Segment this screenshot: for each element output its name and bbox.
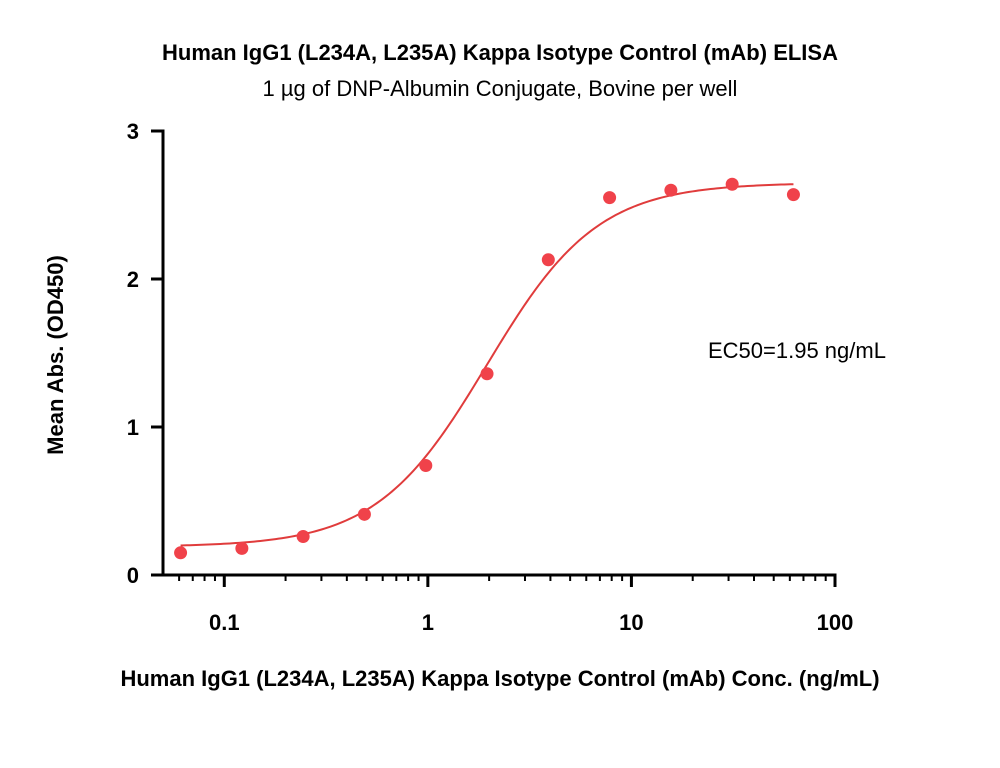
x-tick-label: 10 — [619, 610, 643, 635]
chart-title: Human IgG1 (L234A, L235A) Kappa Isotype … — [162, 40, 838, 65]
plot-area: 0.1 1 10 100 0 1 2 3 — [127, 119, 854, 635]
x-tick-label: 1 — [422, 610, 434, 635]
data-point — [786, 188, 800, 202]
fit-curve — [180, 183, 794, 547]
data-point — [603, 191, 617, 205]
y-axis-ticks: 0 1 2 3 — [127, 119, 163, 588]
y-axis-label: Mean Abs. (OD450) — [43, 255, 68, 455]
data-point — [664, 183, 678, 197]
x-axis-label: Human IgG1 (L234A, L235A) Kappa Isotype … — [120, 666, 879, 691]
x-axis-ticks: 0.1 1 10 100 — [178, 575, 854, 635]
data-point — [541, 253, 555, 267]
data-points — [174, 177, 800, 560]
data-point — [725, 177, 739, 191]
data-point — [296, 530, 310, 544]
y-tick-label: 0 — [127, 563, 139, 588]
data-point — [419, 458, 433, 472]
data-point — [357, 507, 371, 521]
chart-subtitle: 1 µg of DNP-Albumin Conjugate, Bovine pe… — [263, 76, 738, 101]
data-point — [235, 541, 249, 555]
data-point — [174, 546, 188, 560]
ec50-annotation: EC50=1.95 ng/mL — [708, 338, 886, 363]
x-tick-label: 0.1 — [209, 610, 240, 635]
y-tick-label: 2 — [127, 267, 139, 292]
y-tick-label: 1 — [127, 415, 139, 440]
data-point — [480, 367, 494, 381]
x-tick-label: 100 — [817, 610, 854, 635]
y-tick-label: 3 — [127, 119, 139, 144]
